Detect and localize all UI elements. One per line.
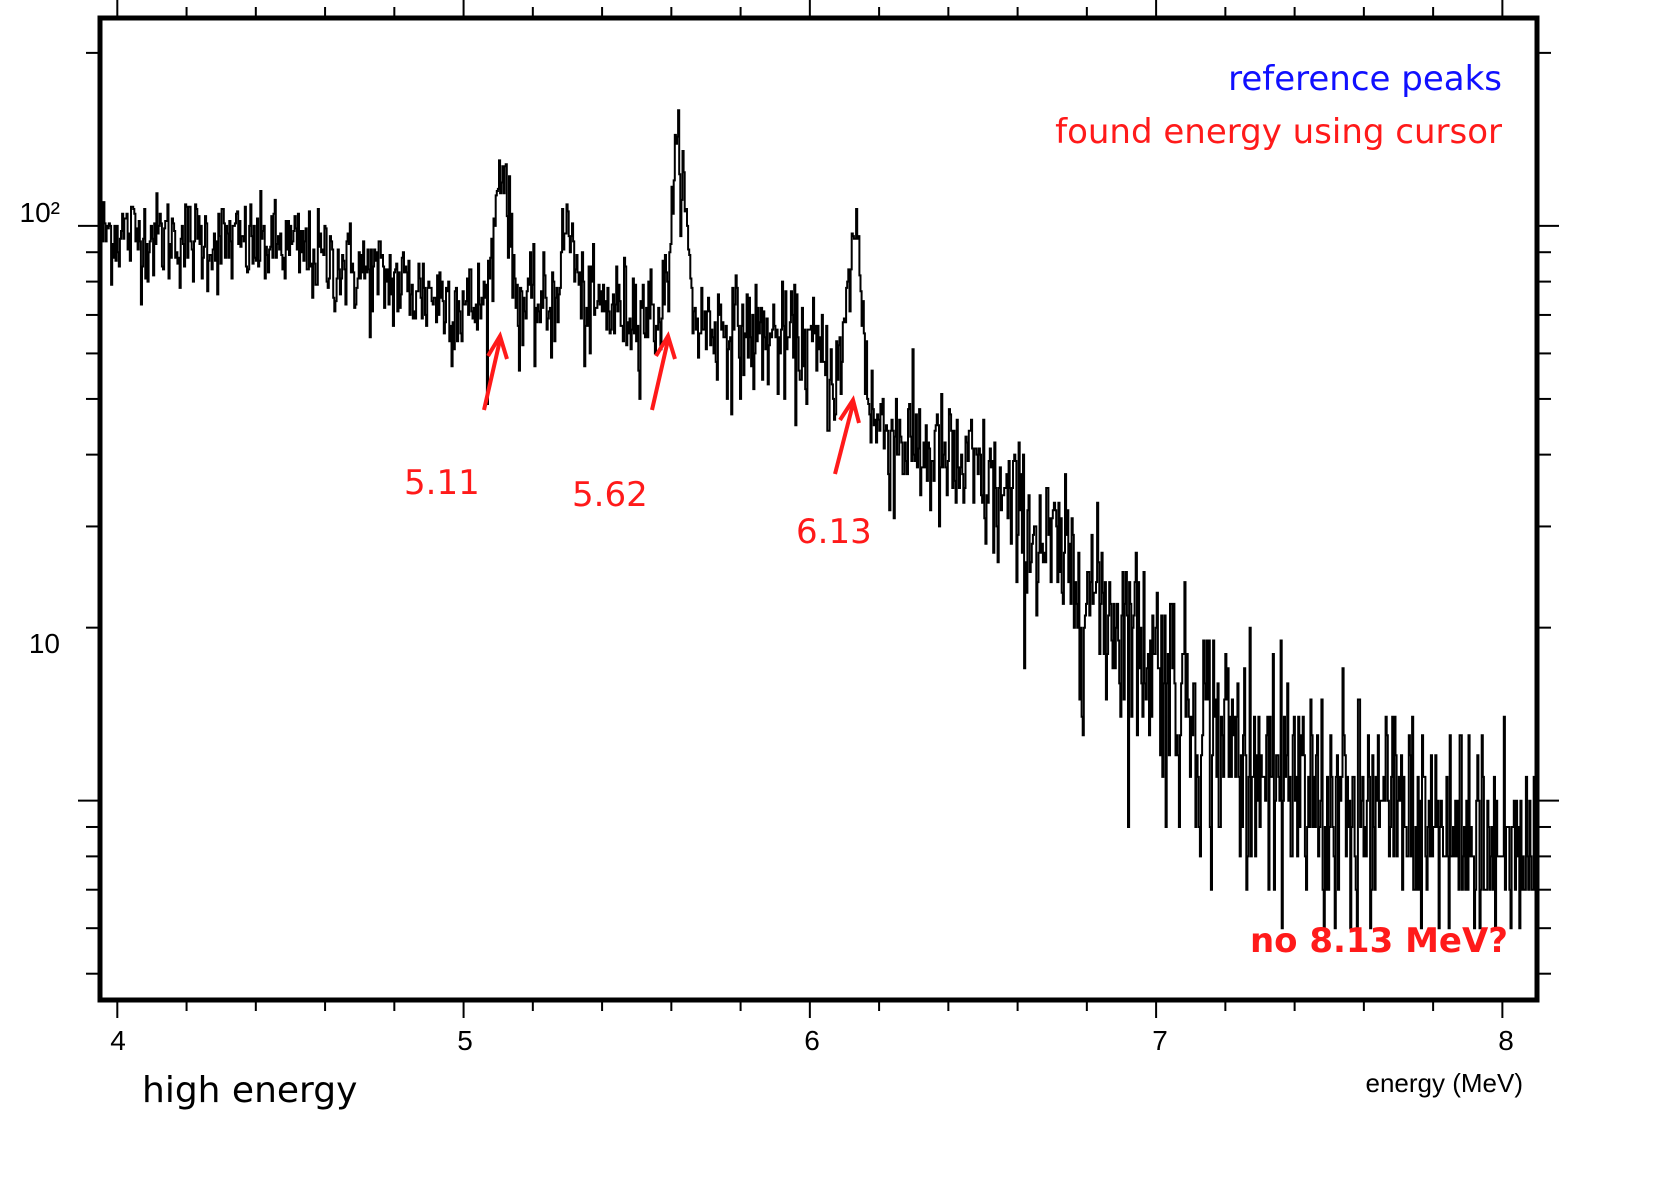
note-no-8-13: no 8.13 MeV?: [1250, 921, 1508, 961]
major-ticks: [78, 0, 1559, 1018]
arrow-5-11: [482, 331, 509, 411]
peak-label-5-11: 5.11: [404, 463, 480, 503]
legend-reference-peaks: reference peaks: [1228, 59, 1502, 99]
y-tick-label-10: 10: [29, 628, 60, 659]
peak-label-5-62: 5.62: [572, 475, 648, 515]
caption-high-energy: high energy: [142, 1070, 357, 1111]
peak-label-6-13: 6.13: [796, 512, 872, 552]
spectrum-series: [100, 109, 1537, 930]
y-tick-label-100: 10²: [20, 197, 60, 228]
x-tick-label-8: 8: [1498, 1025, 1514, 1056]
plot-frame: [97, 15, 1540, 1003]
x-tick-label-5: 5: [457, 1025, 473, 1056]
minor-ticks: [86, 7, 1551, 1011]
x-tick-label-7: 7: [1152, 1025, 1168, 1056]
x-tick-label-6: 6: [804, 1025, 820, 1056]
arrow-6-13: [833, 395, 861, 475]
x-axis-title: energy (MeV): [1366, 1068, 1524, 1098]
legend-found-energy: found energy using cursor: [1055, 112, 1502, 152]
arrow-5-62: [650, 331, 677, 411]
x-tick-label-4: 4: [110, 1025, 126, 1056]
